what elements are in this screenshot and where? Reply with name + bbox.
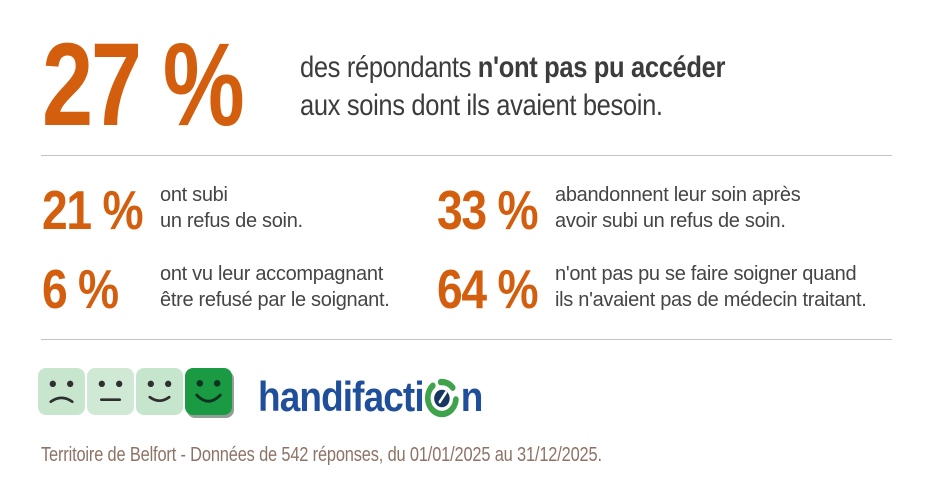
stat-percentage: 64 %	[437, 257, 539, 320]
gauge-o-icon	[425, 378, 460, 418]
hero-percentage: 27 %	[42, 19, 245, 151]
headline-line1-bold: n'ont pas pu accéder	[477, 51, 726, 84]
sad-face-tile-icon	[38, 368, 85, 415]
stat-description: n'ont pas pu se faire soigner quand ils …	[555, 261, 867, 313]
stat-abandon-soin: 33 % abandonnent leur soin après avoir s…	[437, 178, 801, 241]
stat-description-line: abandonnent leur soin après	[555, 184, 801, 206]
stat-accompagnant-refuse: 6 % ont vu leur accompagnant être refusé…	[42, 257, 390, 320]
stat-percentage: 33 %	[437, 178, 539, 241]
stat-percentage: 6 %	[42, 257, 119, 320]
stat-description-line: ont vu leur accompagnant	[160, 263, 383, 285]
stat-description-line: avoir subi un refus de soin.	[555, 210, 786, 232]
smiley-tiles	[38, 368, 232, 415]
handifaction-wordmark: handifacti n	[258, 373, 484, 420]
stat-description: abandonnent leur soin après avoir subi u…	[555, 182, 801, 234]
headline-line2: aux soins dont ils avaient besoin.	[300, 89, 663, 122]
smile-face-tile-icon	[136, 368, 183, 415]
headline-line1-normal: des répondants	[300, 51, 478, 84]
stat-description: ont subi un refus de soin.	[160, 182, 303, 234]
divider-bottom	[41, 339, 892, 340]
source-note: Territoire de Belfort - Données de 542 r…	[41, 444, 602, 466]
stat-description-line: être refusé par le soignant.	[160, 289, 390, 311]
stat-description-line: un refus de soin.	[160, 210, 303, 232]
hero-headline: des répondants n'ont pas pu accéder aux …	[300, 49, 725, 125]
neutral-face-tile-icon	[87, 368, 134, 415]
big-smile-face-tile-icon	[185, 368, 232, 415]
stat-description-line: n'ont pas pu se faire soigner quand	[555, 263, 857, 285]
stat-description-line: ils n'avaient pas de médecin traitant.	[555, 289, 867, 311]
handifaction-logo: handifacti n	[38, 368, 513, 420]
stat-refus-de-soin: 21 % ont subi un refus de soin.	[42, 178, 303, 241]
wordmark-text-pre: handifacti	[258, 373, 425, 420]
stat-percentage: 21 %	[42, 178, 144, 241]
wordmark-text-post: n	[460, 373, 484, 420]
divider-top	[41, 155, 892, 156]
stat-description-line: ont subi	[160, 184, 228, 206]
stat-sans-medecin-traitant: 64 % n'ont pas pu se faire soigner quand…	[437, 257, 867, 320]
headline-line1: des répondants n'ont pas pu accéder	[300, 49, 725, 87]
stat-description: ont vu leur accompagnant être refusé par…	[160, 261, 390, 313]
